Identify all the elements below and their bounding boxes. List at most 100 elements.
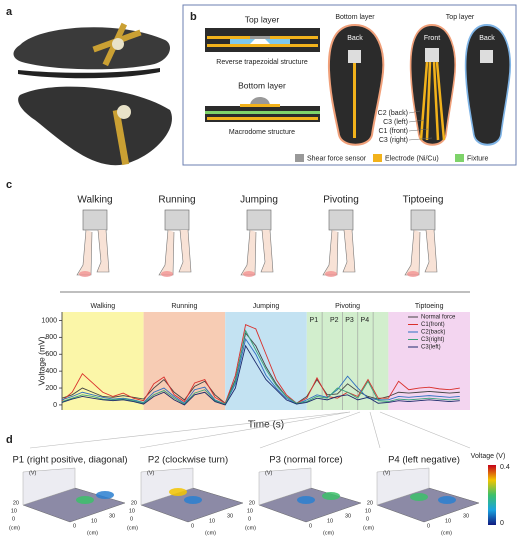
legs <box>158 229 192 276</box>
colorbar-tick: 0 <box>500 520 504 527</box>
insole-title: Top layer <box>446 14 475 21</box>
series-line <box>61 344 460 406</box>
region <box>62 312 144 410</box>
pressure <box>325 271 337 277</box>
channel-labels: C2 (back) C3 (left) C1 (front) C3 (right) <box>378 110 433 144</box>
x-unit: (cm) <box>441 530 452 536</box>
activity-label: Walking <box>77 195 112 206</box>
pressure <box>407 271 419 277</box>
x-tick-label: 10 <box>91 518 97 524</box>
y-tick-label: 20 <box>131 500 137 506</box>
x-axis-label: Time (s) <box>248 420 284 431</box>
activity-label: Pivoting <box>323 195 359 206</box>
y-tick-label: 600 <box>45 351 57 358</box>
y-tick-label: 0 <box>366 516 369 522</box>
plot-wall <box>376 467 430 506</box>
region-label: Tiptoeing <box>415 303 444 310</box>
channel-label: C3 (left) <box>383 119 408 126</box>
plot-title: P2 (clockwise turn) <box>148 455 228 466</box>
region-label: Pivoting <box>335 303 360 310</box>
plot-title: P1 (right positive, diagonal) <box>12 455 127 466</box>
surface-peak <box>438 496 456 504</box>
y-unit: (cm) <box>127 525 138 531</box>
insole-title: Bottom layer <box>335 14 375 21</box>
legs <box>404 229 438 276</box>
panel-label: d <box>6 434 13 446</box>
legs <box>76 229 110 276</box>
region-label: Jumping <box>253 303 280 310</box>
legend-label: C3(left) <box>421 345 441 351</box>
pressure <box>161 271 173 277</box>
insole-side: Back <box>479 35 495 42</box>
z-unit: (V) <box>29 470 37 476</box>
layer-title: Top layer <box>245 14 280 24</box>
insole-3d <box>13 22 172 166</box>
y-tick-label: 10 <box>365 508 371 514</box>
surface-peak <box>184 496 202 504</box>
y-unit: (cm) <box>9 525 20 531</box>
shorts <box>164 209 190 231</box>
x-tick-label: 30 <box>227 513 233 519</box>
y-tick-label: 20 <box>249 500 255 506</box>
y-unit: (cm) <box>363 525 374 531</box>
pressure <box>79 271 91 277</box>
x-tick-label: 10 <box>209 518 215 524</box>
activity-illustrations: Walking Running Jumping Pivoting Tiptoeing <box>76 195 443 277</box>
y-tick-label: 20 <box>367 500 373 506</box>
activity-label: Running <box>158 195 195 206</box>
colorbar-label: Voltage (V) <box>471 453 506 460</box>
pressure <box>243 271 255 277</box>
x-tick-label: 10 <box>327 518 333 524</box>
insole-side: Back <box>347 35 363 42</box>
leader <box>408 119 425 123</box>
colorbar <box>488 465 496 525</box>
surface-peak <box>76 496 94 504</box>
x-tick-label: 0 <box>427 523 430 529</box>
y-tick-label: 0 <box>53 402 57 409</box>
surface-peak <box>297 496 315 504</box>
z-unit: (V) <box>147 470 155 476</box>
series-line <box>61 329 460 405</box>
panel-label: c <box>6 179 12 191</box>
leader <box>408 128 429 132</box>
legs <box>322 229 356 276</box>
x-tick-label: 10 <box>445 518 451 524</box>
y-tick-label: 10 <box>11 508 17 514</box>
structure-caption: Reverse trapezoidal structure <box>216 59 308 66</box>
panel-box <box>182 4 517 166</box>
y-tick-label: 800 <box>45 334 57 341</box>
x-tick-label: 30 <box>463 513 469 519</box>
phase-label: P3 <box>345 317 354 324</box>
plot-title: P3 (normal force) <box>269 455 342 466</box>
shorts <box>328 209 354 231</box>
plot-wall <box>22 467 76 506</box>
legend-text: Fixture <box>467 155 489 162</box>
region-label: Running <box>171 303 197 310</box>
y-tick-label: 10 <box>247 508 253 514</box>
y-tick-label: 0 <box>248 516 251 522</box>
x-unit: (cm) <box>205 530 216 536</box>
x-tick-label: 30 <box>109 513 115 519</box>
legend-label: C3(right) <box>421 337 444 343</box>
legend-label: C1(front) <box>421 322 445 328</box>
y-tick-label: 400 <box>45 368 57 375</box>
shorts <box>246 209 272 231</box>
channel-label: C2 (back) <box>378 110 408 117</box>
y-tick-label: 0 <box>12 516 15 522</box>
legend-label: Normal force <box>421 315 456 321</box>
insole-side: Front <box>424 35 440 42</box>
series-line <box>61 332 460 404</box>
phase-label: P1 <box>310 317 319 324</box>
channel-label: C3 (right) <box>379 137 408 144</box>
series-line <box>61 324 460 404</box>
x-tick-label: 0 <box>309 523 312 529</box>
leader <box>408 137 433 141</box>
x-unit: (cm) <box>87 530 98 536</box>
region <box>388 312 470 410</box>
y-unit: (cm) <box>245 525 256 531</box>
legend-label: C2(back) <box>421 330 445 336</box>
legs <box>240 229 274 276</box>
leader <box>408 110 421 114</box>
y-tick-label: 20 <box>13 500 19 506</box>
